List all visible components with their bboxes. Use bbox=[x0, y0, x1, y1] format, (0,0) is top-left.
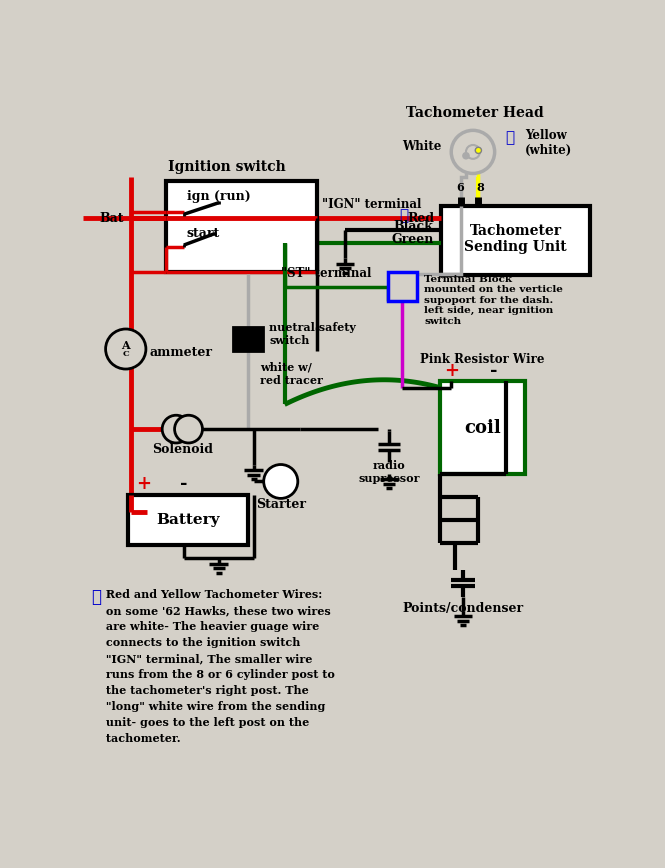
Text: radio
supressor: radio supressor bbox=[358, 460, 420, 483]
Circle shape bbox=[463, 153, 469, 159]
Text: Red: Red bbox=[407, 212, 434, 225]
Circle shape bbox=[475, 148, 481, 154]
Text: ✱: ✱ bbox=[505, 131, 515, 145]
Circle shape bbox=[452, 130, 495, 174]
Text: Yellow
(white): Yellow (white) bbox=[525, 128, 572, 156]
Text: -: - bbox=[180, 475, 188, 493]
Bar bbox=[233, 327, 263, 351]
Bar bbox=[441, 206, 590, 275]
Text: ✱: ✱ bbox=[400, 209, 408, 223]
Bar bbox=[440, 381, 525, 474]
Text: nuetral safety
switch: nuetral safety switch bbox=[269, 322, 356, 345]
Text: Battery: Battery bbox=[156, 513, 219, 527]
Text: ammeter: ammeter bbox=[150, 345, 213, 358]
Text: Ignition switch: Ignition switch bbox=[168, 161, 285, 174]
Text: start: start bbox=[187, 227, 220, 240]
Text: Starter: Starter bbox=[256, 498, 306, 511]
Circle shape bbox=[264, 464, 298, 498]
Text: C: C bbox=[122, 350, 129, 358]
Text: Black: Black bbox=[394, 220, 434, 233]
Text: "ST" terminal: "ST" terminal bbox=[281, 267, 371, 280]
Circle shape bbox=[175, 415, 202, 443]
Text: "IGN" terminal: "IGN" terminal bbox=[322, 198, 421, 211]
Text: +: + bbox=[136, 475, 151, 493]
Circle shape bbox=[162, 415, 190, 443]
Text: Solenoid: Solenoid bbox=[152, 443, 213, 456]
Bar bbox=[388, 272, 417, 301]
Text: Green: Green bbox=[391, 233, 434, 247]
Text: Tachometer
Sending Unit: Tachometer Sending Unit bbox=[464, 224, 567, 254]
Text: Pink Resistor Wire: Pink Resistor Wire bbox=[420, 353, 545, 366]
Text: Terminal Block
mounted on the verticle
supoport for the dash.
left side, near ig: Terminal Block mounted on the verticle s… bbox=[424, 275, 563, 326]
Text: Tachometer Head: Tachometer Head bbox=[406, 107, 543, 121]
Text: -: - bbox=[490, 362, 497, 380]
Bar bbox=[166, 181, 317, 272]
Text: +: + bbox=[444, 362, 459, 380]
Text: ign (run): ign (run) bbox=[187, 190, 251, 203]
Text: ✱: ✱ bbox=[91, 589, 101, 606]
Text: A: A bbox=[122, 340, 130, 352]
Circle shape bbox=[466, 145, 480, 159]
Text: 8: 8 bbox=[476, 182, 484, 194]
Text: Bat: Bat bbox=[99, 212, 124, 225]
Text: coil: coil bbox=[464, 418, 501, 437]
Text: Red and Yellow Tachometer Wires:
 on some '62 Hawks, these two wires
 are white-: Red and Yellow Tachometer Wires: on some… bbox=[102, 589, 335, 744]
Text: White: White bbox=[402, 140, 441, 153]
Text: 6: 6 bbox=[457, 182, 464, 194]
Bar bbox=[128, 496, 248, 545]
Circle shape bbox=[106, 329, 146, 369]
Text: white w/
red tracer: white w/ red tracer bbox=[260, 362, 323, 385]
Text: Points/condenser: Points/condenser bbox=[402, 602, 523, 615]
